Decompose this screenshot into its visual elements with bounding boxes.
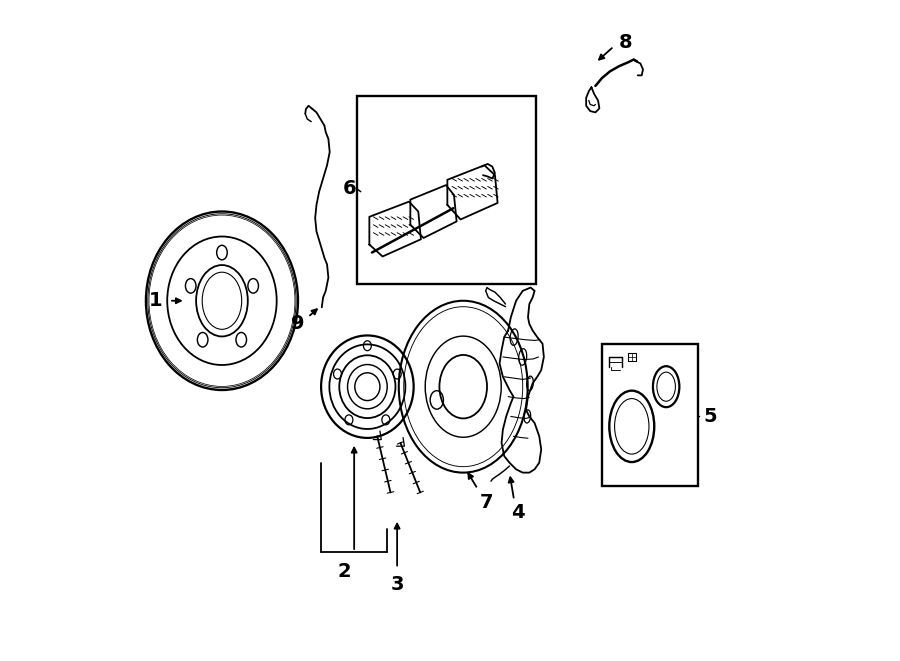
Bar: [357, 96, 536, 284]
Text: 1: 1: [149, 292, 163, 310]
Text: 5: 5: [703, 407, 716, 426]
Text: 9: 9: [292, 315, 305, 333]
Text: 2: 2: [338, 563, 351, 581]
Text: 6: 6: [343, 179, 356, 198]
Text: 4: 4: [510, 503, 524, 522]
Text: 7: 7: [480, 493, 493, 512]
Text: 3: 3: [391, 576, 404, 594]
Text: 8: 8: [618, 34, 632, 52]
Bar: [602, 344, 698, 486]
